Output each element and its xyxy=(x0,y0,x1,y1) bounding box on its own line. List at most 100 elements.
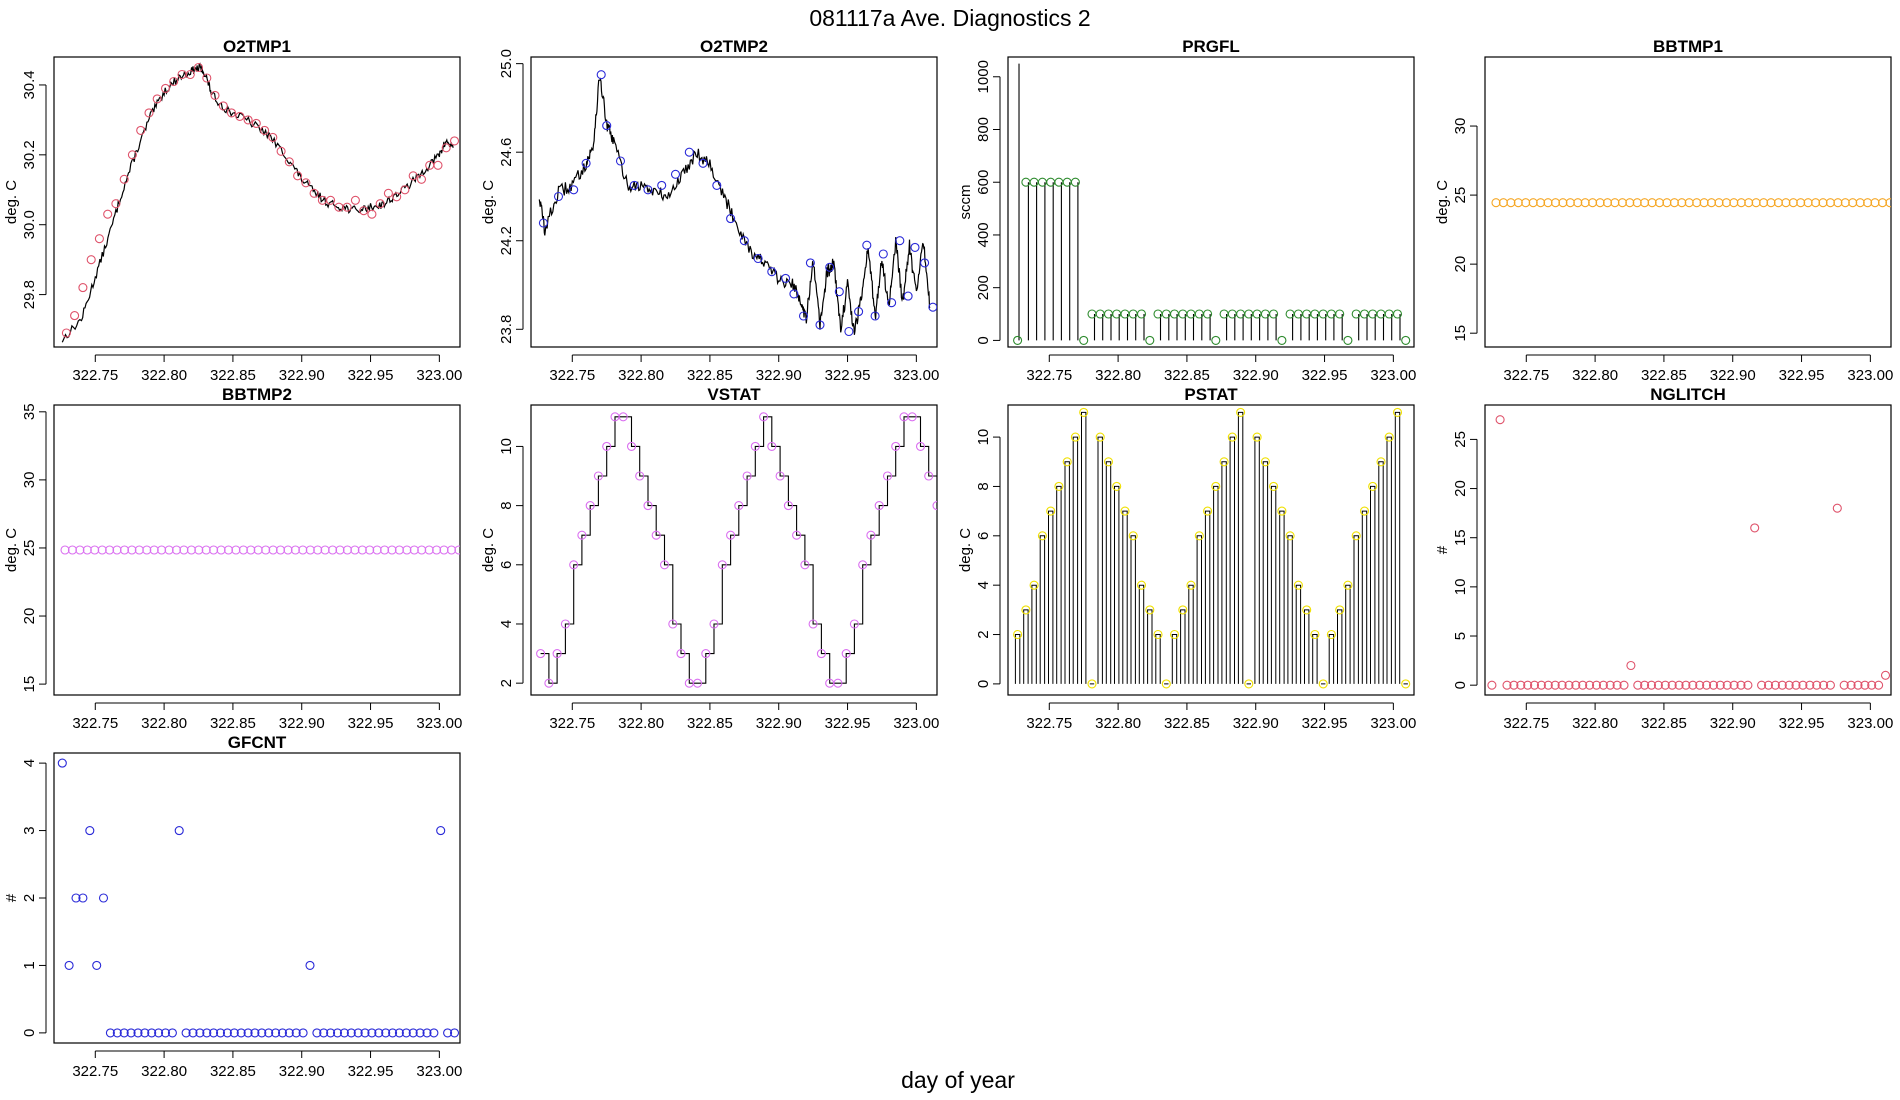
data-point xyxy=(887,298,897,308)
data-point xyxy=(119,1028,129,1038)
data-point xyxy=(350,545,360,555)
data-point xyxy=(1145,605,1155,615)
y-tick-label: 15 xyxy=(21,676,38,693)
data-point xyxy=(1277,506,1287,516)
y-tick-label: 10 xyxy=(1452,579,1469,596)
data-point xyxy=(552,649,562,659)
y-tick-label: 20 xyxy=(21,608,38,625)
x-tick-label: 322.95 xyxy=(1779,367,1825,384)
data-point xyxy=(1285,531,1295,541)
x-tick-label: 322.90 xyxy=(1233,367,1279,384)
panels-grid: O2TMP1 deg. C 322.75 322.80 322.85 322.90 322.… xyxy=(3,37,1893,1080)
data-point xyxy=(1128,531,1138,541)
data-point xyxy=(446,545,457,555)
y-tick-label: 2 xyxy=(21,894,38,902)
data-point xyxy=(1874,680,1884,690)
data-point xyxy=(301,178,311,188)
data-point xyxy=(353,1028,363,1038)
x-tick-label: 322.95 xyxy=(825,367,871,384)
data-point xyxy=(602,441,612,451)
x-tick-label: 323.00 xyxy=(416,1063,462,1080)
data-point xyxy=(1260,457,1270,467)
data-point xyxy=(284,1028,294,1038)
data-layer xyxy=(1491,198,1891,208)
data-point xyxy=(365,545,375,555)
data-point xyxy=(659,560,670,570)
data-point xyxy=(78,283,88,293)
data-point xyxy=(75,545,85,555)
data-point xyxy=(1647,198,1657,208)
data-point xyxy=(1326,629,1336,640)
data-point xyxy=(1870,198,1880,208)
data-point xyxy=(231,545,241,555)
data-point xyxy=(1770,680,1780,690)
data-point xyxy=(186,545,196,555)
data-point xyxy=(298,1028,308,1038)
data-point xyxy=(1578,680,1588,690)
data-point xyxy=(1062,457,1072,467)
data-point xyxy=(1677,198,1687,208)
data-point xyxy=(209,545,219,555)
x-tick-label: 322.75 xyxy=(72,1063,118,1080)
x-tick-label: 322.75 xyxy=(72,715,118,732)
data-point xyxy=(1743,680,1753,690)
data-layer xyxy=(1013,63,1411,345)
plot-frame xyxy=(53,752,461,1044)
data-point xyxy=(105,1028,115,1038)
data-point xyxy=(312,1028,322,1038)
data-point xyxy=(1855,198,1865,208)
x-tick-label: 322.95 xyxy=(1779,715,1825,732)
data-point xyxy=(195,1028,205,1038)
data-point xyxy=(152,94,162,104)
data-point xyxy=(216,545,226,555)
data-point xyxy=(342,545,352,555)
y-tick-label: 35 xyxy=(21,403,38,420)
data-point xyxy=(243,1028,253,1038)
data-point xyxy=(188,1028,198,1038)
data-point xyxy=(615,156,626,166)
data-point xyxy=(1169,629,1180,640)
data-point xyxy=(1203,506,1213,516)
data-point xyxy=(402,545,412,555)
x-tick-label: 322.85 xyxy=(1164,715,1210,732)
data-point xyxy=(223,545,234,555)
data-point xyxy=(1536,198,1546,208)
data-point xyxy=(1619,680,1629,690)
data-point xyxy=(367,1028,377,1038)
data-point xyxy=(1487,680,1497,690)
data-point xyxy=(1506,198,1516,208)
data-point xyxy=(1688,680,1698,690)
data-point xyxy=(1706,198,1717,208)
data-point xyxy=(359,206,369,216)
data-point xyxy=(742,471,752,481)
y-tick-label: 4 xyxy=(498,620,515,628)
y-tick-label: 0 xyxy=(975,336,992,344)
data-point xyxy=(626,441,637,451)
x-tick-label: 322.80 xyxy=(618,367,664,384)
data-point xyxy=(920,258,930,268)
data-point xyxy=(1211,481,1221,491)
data-point xyxy=(375,199,385,209)
data-point xyxy=(1513,198,1523,208)
data-point xyxy=(1626,660,1636,671)
y-tick-label: 23.8 xyxy=(498,315,515,344)
series-step-line xyxy=(540,416,937,684)
plot-frame xyxy=(1007,404,1415,696)
data-point xyxy=(86,255,96,265)
data-point xyxy=(1885,198,1891,208)
data-point xyxy=(394,1028,404,1038)
data-point xyxy=(569,560,579,570)
data-point xyxy=(1777,680,1787,690)
data-point xyxy=(800,560,810,570)
data-point xyxy=(160,83,171,93)
data-point xyxy=(1751,198,1761,208)
data-point xyxy=(775,471,785,481)
data-point xyxy=(870,311,880,321)
y-tick-label: 10 xyxy=(975,429,992,446)
chart-title: PRGFL xyxy=(1182,37,1240,56)
data-point xyxy=(1811,198,1821,208)
data-point xyxy=(268,545,278,555)
chart-bbtmp1: BBTMP1 deg. C 322.75 322.80 322.85 322.90 322.… xyxy=(1434,37,1893,384)
data-point xyxy=(1714,198,1724,208)
